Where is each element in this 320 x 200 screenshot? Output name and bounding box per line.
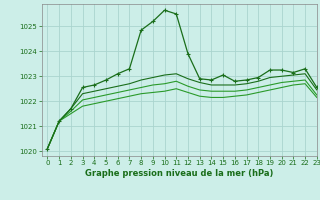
X-axis label: Graphe pression niveau de la mer (hPa): Graphe pression niveau de la mer (hPa) [85, 169, 273, 178]
